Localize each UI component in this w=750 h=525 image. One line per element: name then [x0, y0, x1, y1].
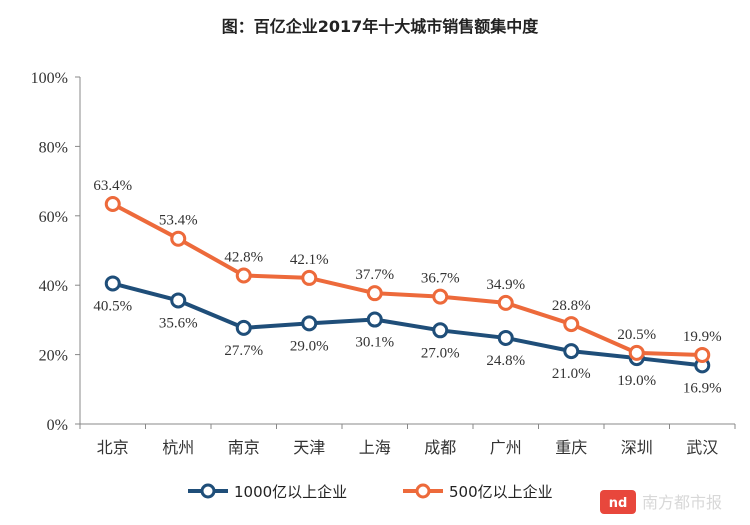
y-tick-label: 40%	[39, 278, 68, 295]
watermark: nd 南方都市报	[600, 490, 722, 514]
data-label: 19.9%	[683, 329, 722, 345]
data-point	[563, 343, 580, 360]
data-label: 35.6%	[159, 315, 198, 331]
watermark-text: 南方都市报	[642, 493, 722, 512]
data-point	[694, 346, 711, 363]
watermark-logo-text: nd	[609, 496, 628, 511]
data-point	[497, 329, 514, 346]
axes	[79, 77, 735, 425]
data-point	[432, 288, 449, 305]
data-label: 27.0%	[421, 345, 460, 361]
series-layer	[104, 196, 711, 374]
x-tick-label: 上海	[359, 438, 391, 457]
data-label: 42.8%	[224, 249, 263, 265]
data-label: 63.4%	[93, 178, 132, 194]
data-point	[235, 267, 252, 284]
data-label: 30.1%	[355, 335, 394, 351]
x-tick-label: 武汉	[686, 438, 718, 457]
x-tick-label: 成都	[424, 438, 456, 457]
legend-entry-2: 500亿以上企业	[403, 483, 553, 501]
legend-swatch-marker	[200, 483, 216, 499]
x-tick-label: 广州	[490, 438, 522, 457]
data-labels-layer: 40.5% 35.6% 27.7% 29.0% 30.1% 27.0% 24.8% 21.0%…	[93, 178, 721, 396]
data-label: 21.0%	[552, 366, 591, 382]
x-tick-label: 重庆	[555, 438, 587, 457]
legend-swatch-marker	[415, 483, 431, 499]
data-label: 42.1%	[290, 252, 329, 268]
series-line	[110, 202, 705, 357]
data-point	[366, 285, 383, 302]
data-label: 40.5%	[93, 298, 132, 314]
data-label: 24.8%	[486, 353, 525, 369]
x-tick-label: 天津	[293, 438, 325, 457]
data-point	[301, 269, 318, 286]
data-point	[170, 292, 187, 309]
x-tick-label: 南京	[228, 438, 260, 457]
data-label: 34.9%	[486, 277, 525, 293]
data-label: 29.0%	[290, 338, 329, 354]
watermark-logo-icon	[600, 490, 636, 514]
data-label: 37.7%	[355, 267, 394, 283]
y-tick-label: 80%	[39, 139, 68, 156]
x-tick-label: 杭州	[162, 438, 194, 457]
data-label: 53.4%	[159, 213, 198, 229]
x-tick-label: 北京	[97, 438, 129, 457]
series-2	[104, 196, 711, 363]
data-point	[366, 311, 383, 328]
chart-title: 图：百亿企业2017年十大城市销售额集中度	[222, 17, 540, 36]
x-axis-ticks: 北京 杭州 南京 天津 上海 成都 广州 重庆 深圳 武汉	[79, 424, 736, 457]
data-label: 16.9%	[683, 380, 722, 396]
y-tick-label: 100%	[31, 70, 68, 87]
data-label: 19.0%	[617, 373, 656, 389]
legend-entry-1: 1000亿以上企业	[188, 483, 347, 501]
data-point	[563, 316, 580, 333]
data-label: 27.7%	[224, 343, 263, 359]
data-point	[170, 230, 187, 247]
data-point	[628, 344, 645, 361]
data-point	[432, 322, 449, 339]
data-point	[301, 315, 318, 332]
data-point	[235, 319, 252, 336]
data-point	[104, 196, 121, 213]
data-label: 36.7%	[421, 271, 460, 287]
y-tick-label: 0%	[47, 417, 68, 434]
y-axis-ticks: 0% 20% 40% 60% 80% 100%	[31, 70, 80, 434]
data-label: 20.5%	[617, 327, 656, 343]
legend: 1000亿以上企业 500亿以上企业	[188, 483, 553, 501]
x-tick-label: 深圳	[621, 438, 653, 457]
y-tick-label: 20%	[39, 348, 68, 365]
data-label: 28.8%	[552, 298, 591, 314]
data-point	[104, 275, 121, 292]
legend-label: 500亿以上企业	[449, 483, 553, 501]
series-line	[110, 281, 705, 368]
data-point	[497, 294, 514, 311]
legend-label: 1000亿以上企业	[234, 483, 347, 501]
y-tick-label: 60%	[39, 209, 68, 226]
